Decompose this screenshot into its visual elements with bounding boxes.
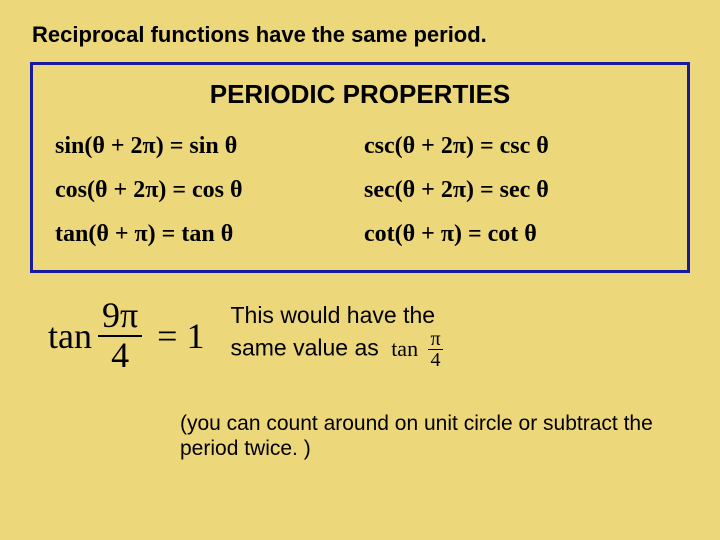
fraction-denominator: 4	[107, 337, 133, 375]
equation-rhs: 1	[186, 315, 204, 357]
properties-box: PERIODIC PROPERTIES sin(θ + 2π) = sin θ …	[30, 62, 690, 273]
equation-fraction: 9π 4	[98, 297, 142, 375]
table-row: tan(θ + π) = tan θ cot(θ + π) = cot θ	[51, 212, 669, 256]
fraction-numerator: 9π	[98, 297, 142, 337]
note-tail-fraction: π 4	[428, 329, 442, 370]
prop-cell: sin(θ + 2π) = sin θ	[51, 124, 360, 168]
note-tail-func: tan	[391, 336, 418, 361]
note-line2: same value as	[230, 335, 378, 361]
fraction-denominator: 4	[429, 350, 443, 370]
prop-cell: csc(θ + 2π) = csc θ	[360, 124, 669, 168]
example-equation: tan 9π 4 = 1	[48, 297, 204, 375]
note-text: This would have the same value as tan π …	[230, 302, 442, 371]
equals-sign: =	[148, 315, 186, 357]
table-row: sin(θ + 2π) = sin θ csc(θ + 2π) = csc θ	[51, 124, 669, 168]
slide: Reciprocal functions have the same perio…	[0, 0, 720, 540]
prop-cell: cot(θ + π) = cot θ	[360, 212, 669, 256]
note-line1: This would have the	[230, 302, 435, 328]
example-row: tan 9π 4 = 1 This would have the same va…	[30, 297, 690, 375]
equation-func: tan	[48, 315, 92, 357]
slide-heading: Reciprocal functions have the same perio…	[32, 22, 690, 48]
prop-cell: cos(θ + 2π) = cos θ	[51, 168, 360, 212]
table-row: cos(θ + 2π) = cos θ sec(θ + 2π) = sec θ	[51, 168, 669, 212]
prop-cell: sec(θ + 2π) = sec θ	[360, 168, 669, 212]
fraction-numerator: π	[428, 329, 442, 350]
prop-cell: tan(θ + π) = tan θ	[51, 212, 360, 256]
box-title: PERIODIC PROPERTIES	[51, 79, 669, 110]
properties-table: sin(θ + 2π) = sin θ csc(θ + 2π) = csc θ …	[51, 124, 669, 256]
footnote-text: (you can count around on unit circle or …	[180, 411, 690, 461]
